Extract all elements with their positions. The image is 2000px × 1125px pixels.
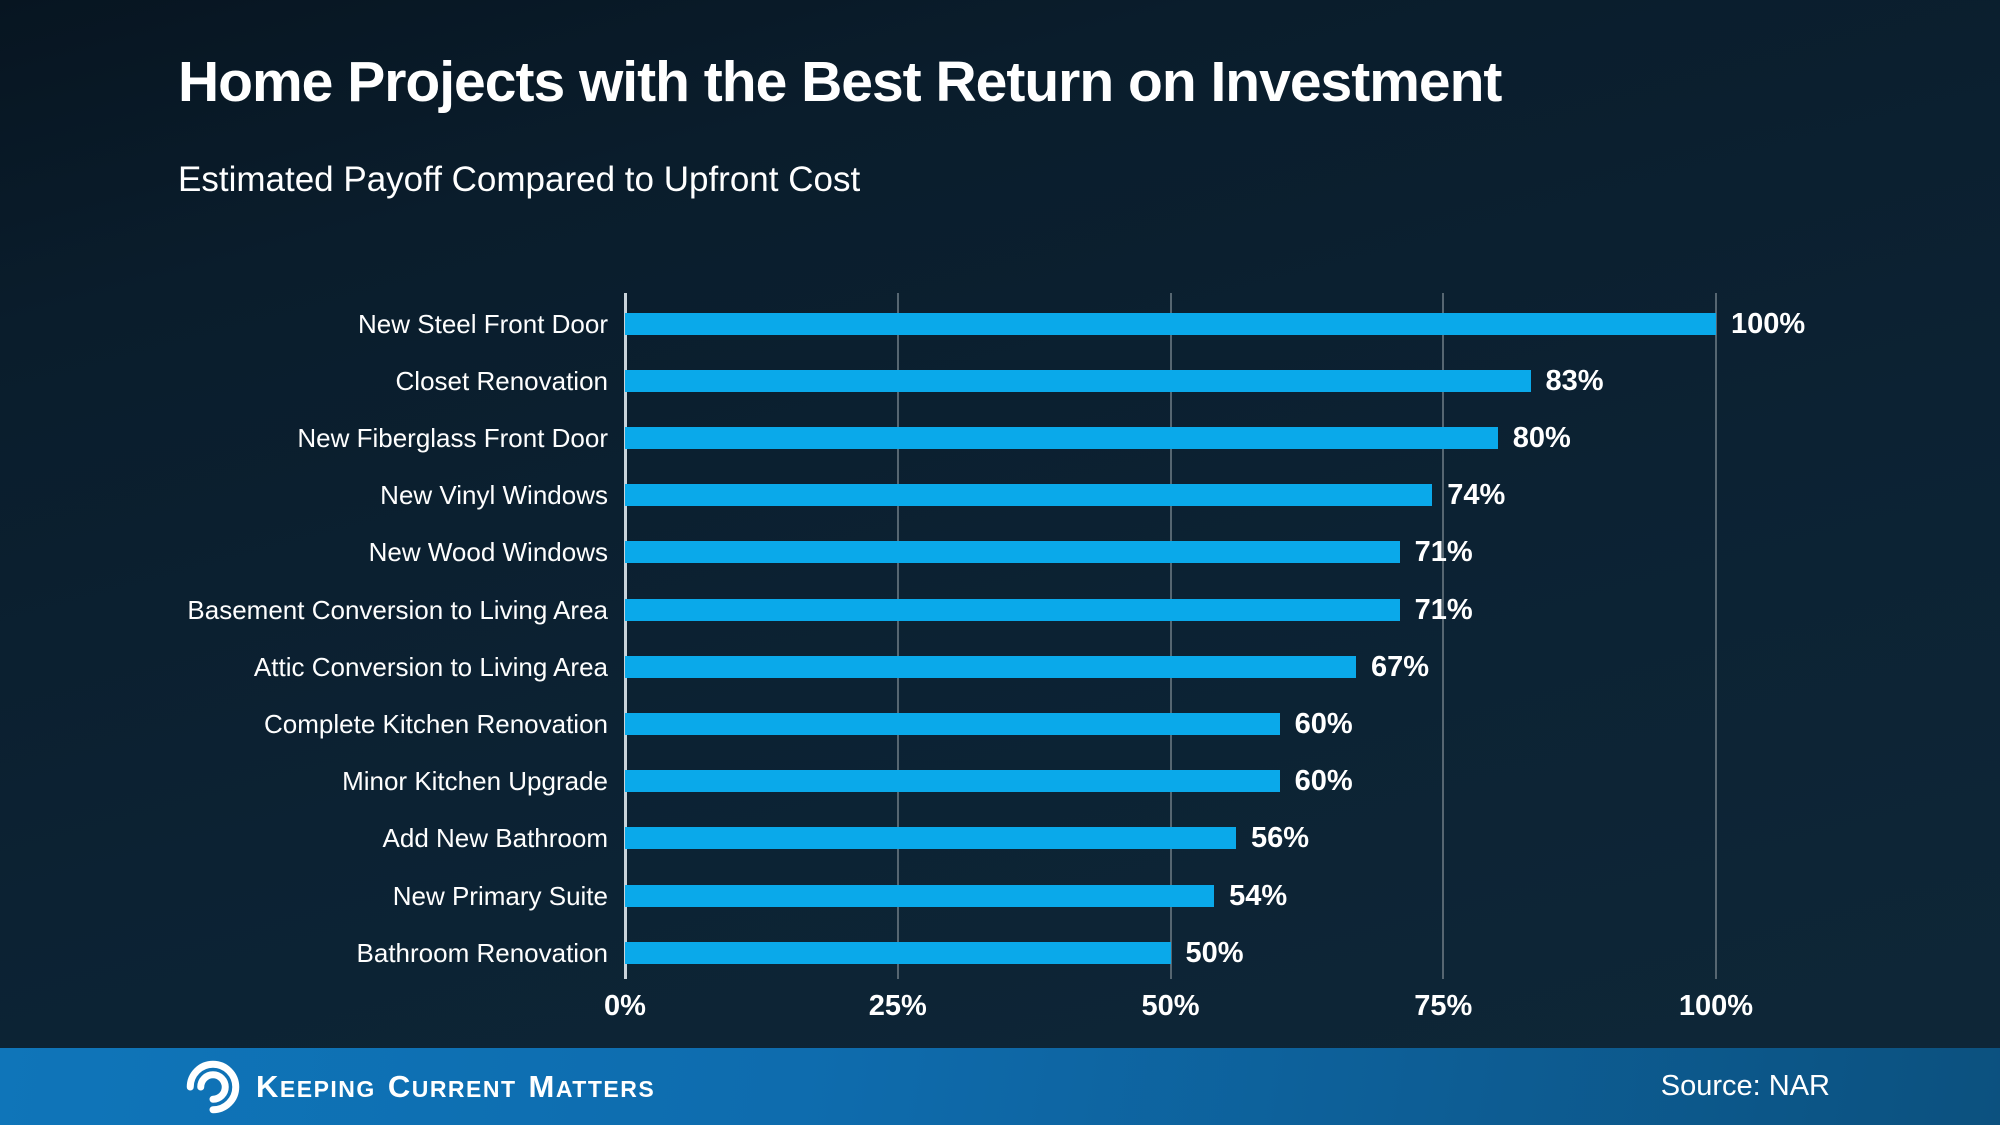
bar <box>625 713 1280 735</box>
kcm-swirl-icon <box>185 1059 241 1115</box>
x-tick-label: 0% <box>604 990 646 1022</box>
bar-value: 54% <box>1229 879 1288 912</box>
bar <box>625 369 1531 392</box>
bar <box>625 770 1280 793</box>
bar-value: 56% <box>1251 822 1310 855</box>
y-axis-line <box>623 293 627 979</box>
bar-label: Bathroom Renovation <box>356 937 608 968</box>
bar-label: Minor Kitchen Upgrade <box>342 766 608 797</box>
x-tick-label: 100% <box>1678 990 1754 1022</box>
bar <box>625 827 1236 850</box>
bar-label: New Vinyl Windows <box>380 480 608 511</box>
x-tick-label: 75% <box>1414 990 1473 1022</box>
bar-value: 71% <box>1414 593 1473 626</box>
bar-label: New Primary Suite <box>392 880 608 911</box>
brand-logo: KEEPING CURRENT MATTERS <box>185 1048 655 1125</box>
bar-label: Basement Conversion to Living Area <box>187 594 608 625</box>
x-tick-label: 50% <box>1141 990 1200 1022</box>
bar-value: 80% <box>1512 421 1571 454</box>
bar <box>625 884 1215 907</box>
bar-value: 83% <box>1545 364 1604 397</box>
bar-label: Complete Kitchen Renovation <box>264 709 608 739</box>
bar <box>625 941 1171 964</box>
bar <box>625 598 1400 621</box>
gridline <box>1169 293 1172 979</box>
bar-label: New Wood Windows <box>368 537 608 568</box>
bar-label: Closet Renovation <box>395 365 608 396</box>
bar-label: New Fiberglass Front Door <box>297 422 608 453</box>
bar-label: Attic Conversion to Living Area <box>253 651 608 682</box>
bar <box>625 541 1400 564</box>
source-label: Source: NAR <box>1660 1070 1830 1102</box>
gridline <box>1715 293 1717 979</box>
bar-value: 71% <box>1414 536 1473 569</box>
bar-label: Add New Bathroom <box>382 823 608 854</box>
brand-word-keeping: KEEPING <box>256 1068 376 1104</box>
footer-bar: KEEPING CURRENT MATTERS Source: NAR <box>0 1048 2000 1125</box>
bar-value: 67% <box>1371 650 1430 683</box>
gridline <box>1442 293 1445 979</box>
page-title: Home Projects with the Best Return on In… <box>178 50 1502 114</box>
bar <box>625 426 1498 449</box>
bar-value: 50% <box>1185 936 1244 969</box>
bar-value: 100% <box>1731 307 1806 340</box>
page-subtitle: Estimated Payoff Compared to Upfront Cos… <box>178 160 861 199</box>
bar-value: 74% <box>1447 479 1506 512</box>
brand-word-matters: MATTERS <box>528 1068 656 1104</box>
bar <box>625 484 1433 507</box>
brand-name: KEEPING CURRENT MATTERS <box>256 1069 655 1105</box>
bar-label: New Steel Front Door <box>358 308 608 339</box>
bar-value: 60% <box>1294 765 1353 798</box>
x-tick-label: 25% <box>868 990 927 1022</box>
bar <box>625 312 1716 335</box>
bar <box>625 655 1356 678</box>
bar-value: 60% <box>1294 708 1353 740</box>
brand-word-current: CURRENT <box>387 1068 517 1104</box>
gridline <box>896 293 899 979</box>
